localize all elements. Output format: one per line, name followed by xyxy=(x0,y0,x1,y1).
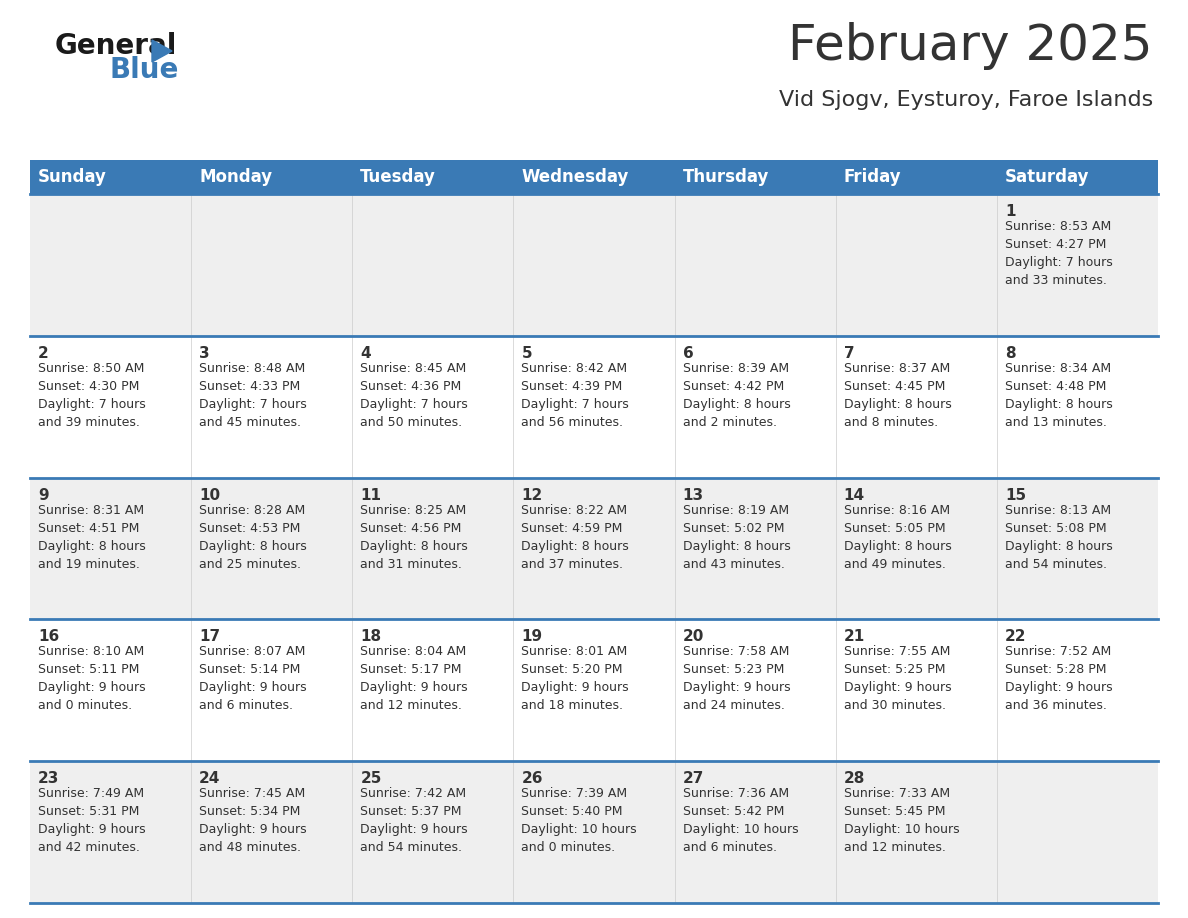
Text: Sunrise: 8:31 AM
Sunset: 4:51 PM
Daylight: 8 hours
and 19 minutes.: Sunrise: 8:31 AM Sunset: 4:51 PM Dayligh… xyxy=(38,504,146,571)
Text: Sunrise: 8:22 AM
Sunset: 4:59 PM
Daylight: 8 hours
and 37 minutes.: Sunrise: 8:22 AM Sunset: 4:59 PM Dayligh… xyxy=(522,504,630,571)
Text: Sunrise: 8:25 AM
Sunset: 4:56 PM
Daylight: 8 hours
and 31 minutes.: Sunrise: 8:25 AM Sunset: 4:56 PM Dayligh… xyxy=(360,504,468,571)
Bar xyxy=(30,160,1158,194)
Text: Sunrise: 8:45 AM
Sunset: 4:36 PM
Daylight: 7 hours
and 50 minutes.: Sunrise: 8:45 AM Sunset: 4:36 PM Dayligh… xyxy=(360,362,468,429)
Text: Sunday: Sunday xyxy=(38,168,107,186)
Text: 12: 12 xyxy=(522,487,543,502)
Text: 10: 10 xyxy=(200,487,220,502)
Text: 8: 8 xyxy=(1005,346,1016,361)
Text: 20: 20 xyxy=(683,630,704,644)
Text: Friday: Friday xyxy=(843,168,902,186)
Text: Blue: Blue xyxy=(110,56,179,84)
Text: 27: 27 xyxy=(683,771,704,786)
Text: 7: 7 xyxy=(843,346,854,361)
Text: 3: 3 xyxy=(200,346,210,361)
Text: Sunrise: 8:07 AM
Sunset: 5:14 PM
Daylight: 9 hours
and 6 minutes.: Sunrise: 8:07 AM Sunset: 5:14 PM Dayligh… xyxy=(200,645,307,712)
Text: 4: 4 xyxy=(360,346,371,361)
Text: 24: 24 xyxy=(200,771,221,786)
Text: Sunrise: 8:34 AM
Sunset: 4:48 PM
Daylight: 8 hours
and 13 minutes.: Sunrise: 8:34 AM Sunset: 4:48 PM Dayligh… xyxy=(1005,362,1113,429)
Bar xyxy=(30,336,1158,477)
Text: Sunrise: 7:45 AM
Sunset: 5:34 PM
Daylight: 9 hours
and 48 minutes.: Sunrise: 7:45 AM Sunset: 5:34 PM Dayligh… xyxy=(200,788,307,855)
Text: Tuesday: Tuesday xyxy=(360,168,436,186)
Text: Wednesday: Wednesday xyxy=(522,168,628,186)
Text: Sunrise: 8:39 AM
Sunset: 4:42 PM
Daylight: 8 hours
and 2 minutes.: Sunrise: 8:39 AM Sunset: 4:42 PM Dayligh… xyxy=(683,362,790,429)
Text: 19: 19 xyxy=(522,630,543,644)
Text: 17: 17 xyxy=(200,630,220,644)
Text: Sunrise: 8:13 AM
Sunset: 5:08 PM
Daylight: 8 hours
and 54 minutes.: Sunrise: 8:13 AM Sunset: 5:08 PM Dayligh… xyxy=(1005,504,1113,571)
Text: Sunrise: 8:48 AM
Sunset: 4:33 PM
Daylight: 7 hours
and 45 minutes.: Sunrise: 8:48 AM Sunset: 4:33 PM Dayligh… xyxy=(200,362,307,429)
Text: 28: 28 xyxy=(843,771,865,786)
Text: Thursday: Thursday xyxy=(683,168,769,186)
Text: 16: 16 xyxy=(38,630,59,644)
Polygon shape xyxy=(152,40,172,62)
Text: Sunrise: 8:04 AM
Sunset: 5:17 PM
Daylight: 9 hours
and 12 minutes.: Sunrise: 8:04 AM Sunset: 5:17 PM Dayligh… xyxy=(360,645,468,712)
Text: Sunrise: 7:55 AM
Sunset: 5:25 PM
Daylight: 9 hours
and 30 minutes.: Sunrise: 7:55 AM Sunset: 5:25 PM Dayligh… xyxy=(843,645,952,712)
Text: Sunrise: 7:36 AM
Sunset: 5:42 PM
Daylight: 10 hours
and 6 minutes.: Sunrise: 7:36 AM Sunset: 5:42 PM Dayligh… xyxy=(683,788,798,855)
Text: Sunrise: 7:42 AM
Sunset: 5:37 PM
Daylight: 9 hours
and 54 minutes.: Sunrise: 7:42 AM Sunset: 5:37 PM Dayligh… xyxy=(360,788,468,855)
Text: General: General xyxy=(55,32,177,60)
Text: 6: 6 xyxy=(683,346,694,361)
Text: Sunrise: 7:58 AM
Sunset: 5:23 PM
Daylight: 9 hours
and 24 minutes.: Sunrise: 7:58 AM Sunset: 5:23 PM Dayligh… xyxy=(683,645,790,712)
Text: 13: 13 xyxy=(683,487,703,502)
Text: 5: 5 xyxy=(522,346,532,361)
Text: Sunrise: 7:49 AM
Sunset: 5:31 PM
Daylight: 9 hours
and 42 minutes.: Sunrise: 7:49 AM Sunset: 5:31 PM Dayligh… xyxy=(38,788,146,855)
Text: 14: 14 xyxy=(843,487,865,502)
Text: Sunrise: 8:37 AM
Sunset: 4:45 PM
Daylight: 8 hours
and 8 minutes.: Sunrise: 8:37 AM Sunset: 4:45 PM Dayligh… xyxy=(843,362,952,429)
Text: 22: 22 xyxy=(1005,630,1026,644)
Text: 25: 25 xyxy=(360,771,381,786)
Text: 9: 9 xyxy=(38,487,49,502)
Text: Sunrise: 8:01 AM
Sunset: 5:20 PM
Daylight: 9 hours
and 18 minutes.: Sunrise: 8:01 AM Sunset: 5:20 PM Dayligh… xyxy=(522,645,630,712)
Text: Sunrise: 8:28 AM
Sunset: 4:53 PM
Daylight: 8 hours
and 25 minutes.: Sunrise: 8:28 AM Sunset: 4:53 PM Dayligh… xyxy=(200,504,307,571)
Text: 18: 18 xyxy=(360,630,381,644)
Text: Sunrise: 8:19 AM
Sunset: 5:02 PM
Daylight: 8 hours
and 43 minutes.: Sunrise: 8:19 AM Sunset: 5:02 PM Dayligh… xyxy=(683,504,790,571)
Bar xyxy=(30,194,1158,336)
Text: 21: 21 xyxy=(843,630,865,644)
Text: Sunrise: 7:52 AM
Sunset: 5:28 PM
Daylight: 9 hours
and 36 minutes.: Sunrise: 7:52 AM Sunset: 5:28 PM Dayligh… xyxy=(1005,645,1112,712)
Text: 11: 11 xyxy=(360,487,381,502)
Bar xyxy=(30,761,1158,903)
Bar xyxy=(30,620,1158,761)
Text: Sunrise: 8:53 AM
Sunset: 4:27 PM
Daylight: 7 hours
and 33 minutes.: Sunrise: 8:53 AM Sunset: 4:27 PM Dayligh… xyxy=(1005,220,1113,287)
Text: 23: 23 xyxy=(38,771,59,786)
Bar xyxy=(30,477,1158,620)
Text: Sunrise: 8:16 AM
Sunset: 5:05 PM
Daylight: 8 hours
and 49 minutes.: Sunrise: 8:16 AM Sunset: 5:05 PM Dayligh… xyxy=(843,504,952,571)
Text: Monday: Monday xyxy=(200,168,272,186)
Text: 2: 2 xyxy=(38,346,49,361)
Text: 1: 1 xyxy=(1005,204,1016,219)
Text: 15: 15 xyxy=(1005,487,1026,502)
Text: Sunrise: 7:33 AM
Sunset: 5:45 PM
Daylight: 10 hours
and 12 minutes.: Sunrise: 7:33 AM Sunset: 5:45 PM Dayligh… xyxy=(843,788,960,855)
Text: Sunrise: 7:39 AM
Sunset: 5:40 PM
Daylight: 10 hours
and 0 minutes.: Sunrise: 7:39 AM Sunset: 5:40 PM Dayligh… xyxy=(522,788,637,855)
Text: 26: 26 xyxy=(522,771,543,786)
Text: February 2025: February 2025 xyxy=(789,22,1154,70)
Text: Sunrise: 8:42 AM
Sunset: 4:39 PM
Daylight: 7 hours
and 56 minutes.: Sunrise: 8:42 AM Sunset: 4:39 PM Dayligh… xyxy=(522,362,630,429)
Text: Sunrise: 8:10 AM
Sunset: 5:11 PM
Daylight: 9 hours
and 0 minutes.: Sunrise: 8:10 AM Sunset: 5:11 PM Dayligh… xyxy=(38,645,146,712)
Text: Vid Sjogv, Eysturoy, Faroe Islands: Vid Sjogv, Eysturoy, Faroe Islands xyxy=(779,90,1154,110)
Text: Sunrise: 8:50 AM
Sunset: 4:30 PM
Daylight: 7 hours
and 39 minutes.: Sunrise: 8:50 AM Sunset: 4:30 PM Dayligh… xyxy=(38,362,146,429)
Text: Saturday: Saturday xyxy=(1005,168,1089,186)
